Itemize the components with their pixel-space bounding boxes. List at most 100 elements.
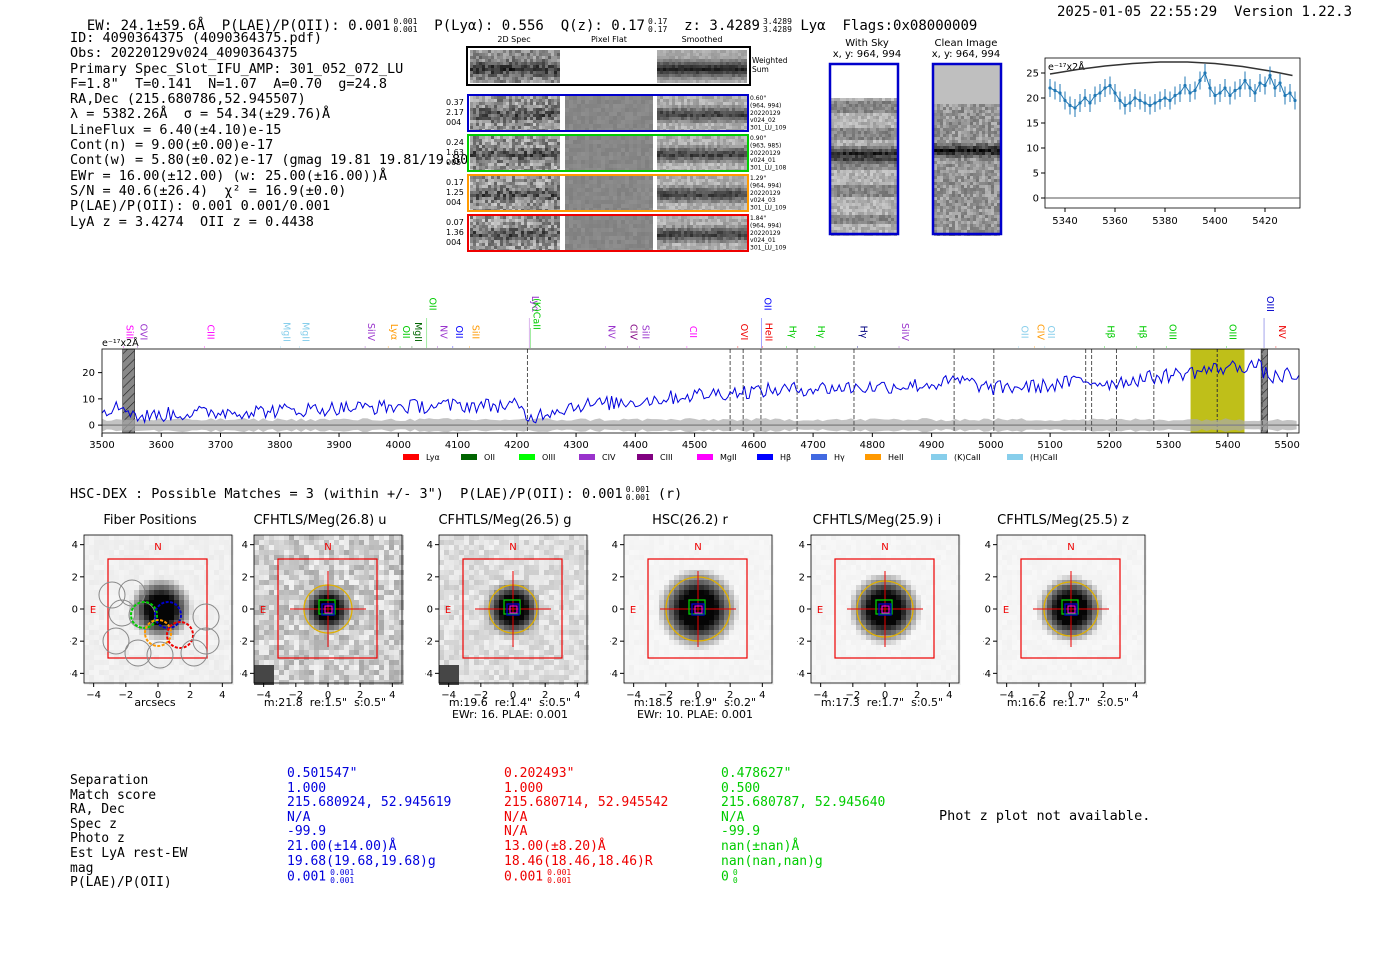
pixel [669, 630, 674, 635]
pixel [324, 680, 329, 685]
pixel [299, 555, 304, 560]
pixel [754, 545, 759, 550]
pixel [124, 615, 129, 620]
fiber-left-label: 0.17 [446, 178, 464, 187]
pixel [289, 650, 294, 655]
pixel [539, 580, 544, 585]
pixel [729, 595, 734, 600]
pixel [389, 620, 394, 625]
pixel [144, 620, 149, 625]
pixel [459, 645, 464, 650]
pixel [439, 670, 444, 675]
full-xtick-label: 4700 [800, 440, 825, 451]
pixel [674, 640, 679, 645]
pixel [219, 620, 224, 625]
pixel [374, 535, 379, 540]
pixel [876, 640, 881, 645]
pixel [294, 550, 299, 555]
pixel [469, 545, 474, 550]
fiber-circle [144, 619, 172, 647]
pixel [811, 660, 816, 665]
pixel [539, 620, 544, 625]
pixel [649, 535, 654, 540]
pixel [324, 675, 329, 680]
pixel [229, 630, 234, 635]
pixel [579, 585, 584, 590]
pixel [926, 585, 931, 590]
pixel [584, 670, 589, 675]
pixel [334, 550, 339, 555]
pixel [871, 605, 876, 610]
pixel [329, 635, 334, 640]
pixel [224, 575, 229, 580]
pixel [274, 630, 279, 635]
pixel [769, 625, 774, 630]
pixel [344, 605, 349, 610]
pixel [694, 660, 699, 665]
pixel [124, 540, 129, 545]
pixel [689, 550, 694, 555]
pixel [444, 540, 449, 545]
pixel [464, 625, 469, 630]
pixel [179, 600, 184, 605]
pixel [831, 545, 836, 550]
pixel [664, 665, 669, 670]
pixel [94, 675, 99, 680]
pixel [294, 640, 299, 645]
pixel [474, 605, 479, 610]
pixel [289, 570, 294, 575]
pixel [324, 670, 329, 675]
pixel [831, 600, 836, 605]
pixel [454, 670, 459, 675]
pixel [124, 635, 129, 640]
pixel [164, 555, 169, 560]
pixel [956, 560, 961, 565]
pixel [309, 585, 314, 590]
pixel [174, 535, 179, 540]
pixel [941, 580, 946, 585]
pixel [274, 590, 279, 595]
pixel [886, 630, 891, 635]
pixel [139, 595, 144, 600]
pixel [314, 610, 319, 615]
pixel [554, 550, 559, 555]
pixel [114, 630, 119, 635]
pixel [129, 565, 134, 570]
pixel [956, 595, 961, 600]
full-xtick-label: 5100 [1037, 440, 1062, 451]
pixel [354, 660, 359, 665]
pixel [164, 610, 169, 615]
pixel [484, 565, 489, 570]
pixel [284, 540, 289, 545]
pixel [856, 535, 861, 540]
pixel [699, 545, 704, 550]
pixel [439, 675, 444, 680]
pixel [749, 560, 754, 565]
pixel [289, 580, 294, 585]
full-axes-frame [101, 348, 1300, 434]
pixel [114, 610, 119, 615]
pixel [169, 650, 174, 655]
pixel [956, 645, 961, 650]
pixel [841, 570, 846, 575]
zoom-data-point [1063, 98, 1067, 103]
pixel [956, 575, 961, 580]
pixel [379, 545, 384, 550]
pixel [634, 595, 639, 600]
pixel [394, 570, 399, 575]
pixel [714, 615, 719, 620]
pixel [956, 615, 961, 620]
pixel [759, 665, 764, 670]
pixel [759, 545, 764, 550]
pixel [704, 665, 709, 670]
pixel [529, 620, 534, 625]
pixel [114, 625, 119, 630]
pixel [916, 545, 921, 550]
pixel [896, 600, 901, 605]
pixel [694, 620, 699, 625]
pixel [699, 585, 704, 590]
pixel [354, 565, 359, 570]
pixel [846, 645, 851, 650]
pixel [499, 675, 504, 680]
pixel [359, 545, 364, 550]
